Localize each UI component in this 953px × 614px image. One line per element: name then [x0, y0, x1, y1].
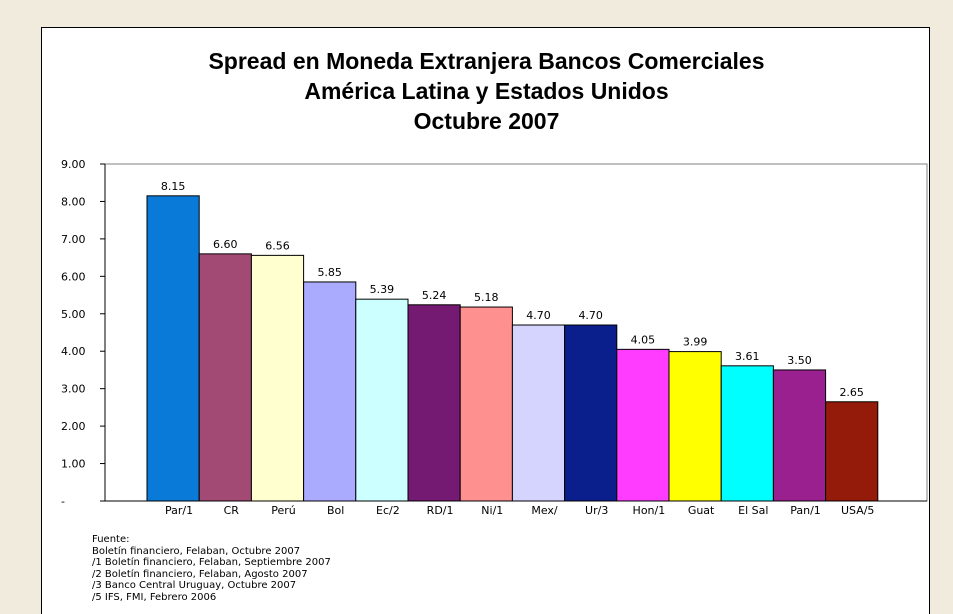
x-tick-label: Par/1	[165, 504, 193, 517]
bar	[616, 348, 670, 502]
x-tick-label: El Sal	[738, 504, 768, 517]
bar-value-label: 5.18	[474, 291, 499, 304]
source-line: Boletín financiero, Felaban, Octubre 200…	[92, 545, 301, 557]
bar	[459, 306, 513, 502]
y-tick-label: 5.00	[61, 308, 86, 321]
x-tick-label: Perú	[271, 504, 296, 517]
y-tick-label: 9.00	[61, 158, 86, 171]
x-tick-label: CR	[224, 504, 240, 517]
x-tick-label: Ni/1	[481, 504, 503, 517]
source-line: /5 IFS, FMI, Febrero 2006	[92, 591, 217, 603]
y-tick-label: 3.00	[61, 383, 86, 396]
bar-value-label: 8.15	[161, 180, 186, 193]
bar	[511, 324, 566, 502]
bar	[564, 324, 618, 502]
bar-value-label: 3.50	[787, 354, 812, 367]
bar	[720, 365, 774, 502]
x-tick-label: Ec/2	[376, 504, 400, 517]
bar-value-label: 4.70	[526, 309, 551, 322]
bar	[198, 253, 252, 502]
x-tick-label: Mex/	[531, 504, 558, 517]
sources-block: Fuente: Boletín financiero, Felaban, Oct…	[92, 534, 331, 604]
bar-value-label: 3.61	[735, 350, 760, 363]
y-tick-label: 4.00	[61, 345, 86, 358]
bar	[772, 369, 827, 502]
chart-subtitle: América Latina y Estados Unidos	[304, 78, 669, 104]
chart-card: Spread en Moneda Extranjera Bancos Comer…	[41, 27, 930, 614]
bar-value-label: 4.70	[578, 309, 603, 322]
y-tick-label: -	[61, 495, 65, 508]
bar	[355, 298, 409, 502]
bar-value-label: 4.05	[631, 333, 656, 346]
bar	[825, 401, 879, 502]
bar-value-label: 6.60	[213, 238, 238, 251]
y-tick-label: 8.00	[61, 195, 86, 208]
x-tick-label: Pan/1	[790, 504, 821, 517]
x-tick-label: Guat	[688, 504, 715, 517]
bar	[146, 195, 200, 502]
bar-value-label: 3.99	[683, 336, 708, 349]
x-tick-label: USA/5	[841, 504, 874, 517]
bar-value-label: 5.85	[317, 266, 342, 279]
sources-heading: Fuente:	[92, 534, 130, 545]
bar-value-label: 6.56	[265, 239, 290, 252]
y-tick-label: 2.00	[61, 420, 86, 433]
x-tick-label: Hon/1	[633, 504, 666, 517]
y-tick-label: 7.00	[61, 233, 86, 246]
chart-subtitle-date: Octubre 2007	[413, 108, 560, 134]
source-line: /3 Banco Central Uruguay, Octubre 2007	[92, 580, 297, 592]
source-line: /1 Boletín financiero, Felaban, Septiemb…	[92, 557, 331, 569]
bar	[303, 281, 357, 502]
bar-chart: - 1.00 2.00 3.00 4.00 5.00 6.00 7.00 8.00 9.00 8.1…	[61, 158, 928, 517]
y-tick-label: 1.00	[61, 458, 86, 471]
x-tick-label: Ur/3	[585, 504, 608, 517]
bar-value-label: 2.65	[839, 386, 864, 399]
x-tick-label: RD/1	[427, 504, 454, 517]
bar	[407, 304, 461, 502]
bar	[250, 254, 305, 502]
y-tick-label: 6.00	[61, 270, 86, 283]
x-tick-label: Bol	[327, 504, 344, 517]
source-line: /2 Boletín financiero, Felaban, Agosto 2…	[92, 568, 308, 580]
chart-title: Spread en Moneda Extranjera Bancos Comer…	[208, 48, 765, 74]
bar-value-label: 5.39	[370, 283, 395, 296]
bar-value-label: 5.24	[422, 289, 447, 302]
bar	[668, 351, 722, 502]
